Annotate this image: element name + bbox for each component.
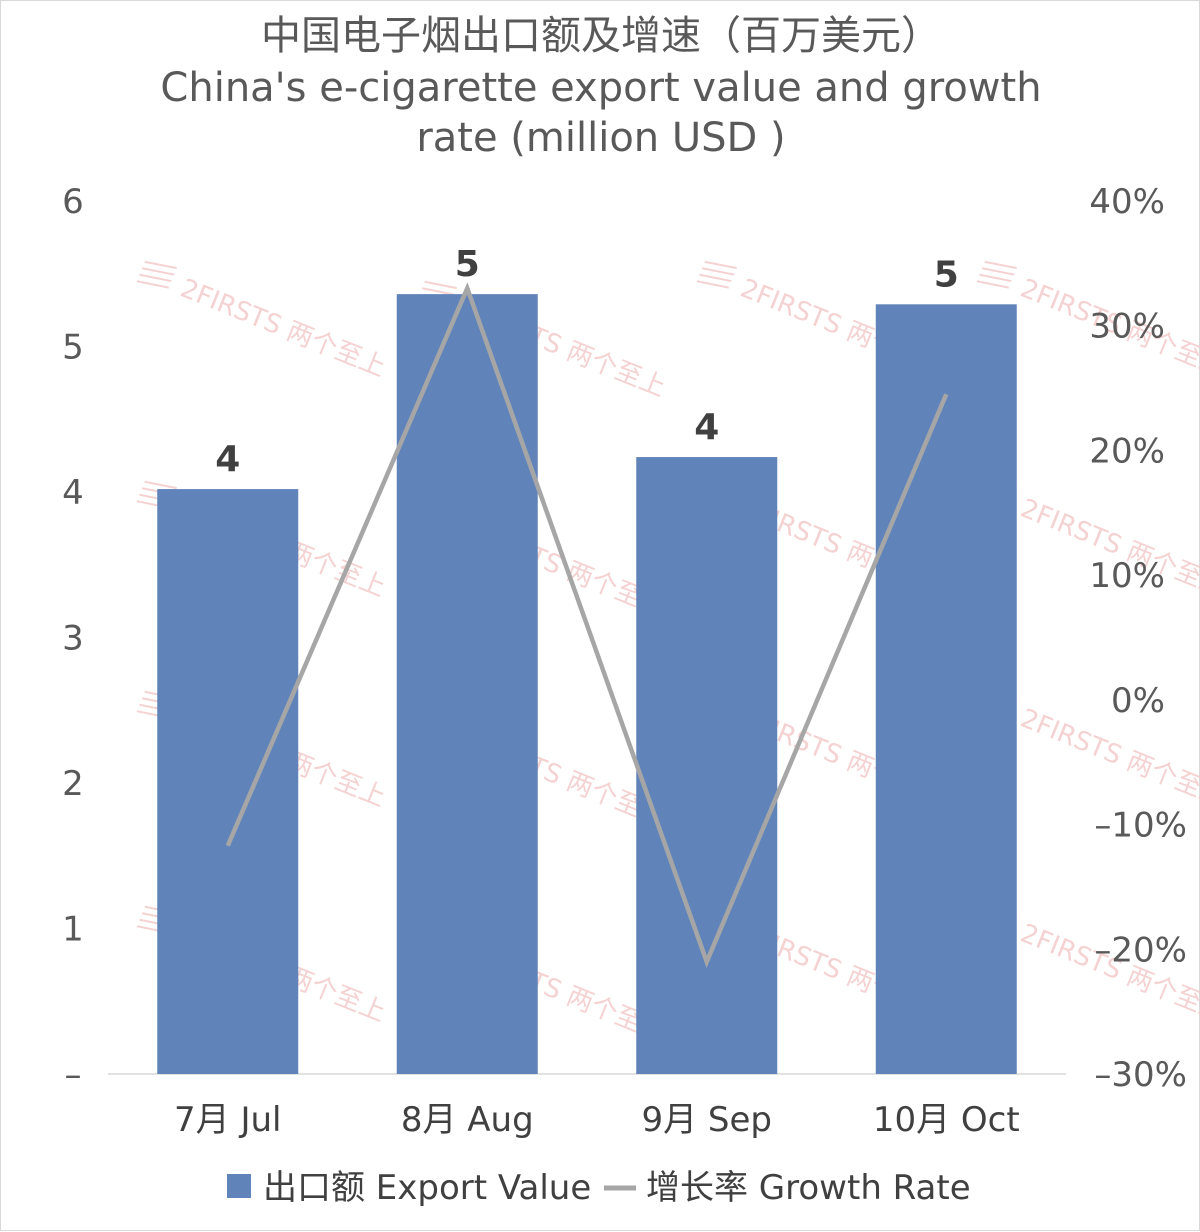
- watermark-mark: [421, 287, 455, 296]
- bar-data-label: 5: [934, 254, 959, 295]
- watermark-text: 2FIRSTS 两个至上: [176, 274, 390, 384]
- bar: [875, 304, 1017, 1074]
- left-axis-tick-label: 2: [62, 764, 84, 804]
- watermark-mark: [704, 260, 737, 270]
- watermark-mark: [139, 273, 172, 283]
- left-axis-tick-label: 4: [62, 473, 84, 513]
- right-axis-tick-label: 10%: [1089, 556, 1165, 596]
- bar-data-label: 4: [215, 439, 240, 480]
- data-labels: 4 5 4 5: [215, 244, 959, 480]
- watermark-mark: [976, 280, 1009, 289]
- category-tick-label: 7月 Jul: [174, 1100, 281, 1140]
- right-axis-tick-label: 40%: [1089, 182, 1165, 222]
- watermark-mark: [979, 273, 1012, 283]
- watermark-mark: [701, 267, 735, 276]
- watermark-mark: [144, 260, 177, 270]
- legend-label-growth-rate: 增长率 Growth Rate: [646, 1168, 971, 1208]
- watermark-mark: [424, 280, 457, 290]
- left-axis: – 1 2 3 4 5 6: [62, 182, 84, 1095]
- right-axis-tick-label: 30%: [1089, 307, 1165, 347]
- chart-title: 中国电子烟出口额及增速（百万美元） China's e-cigarette ex…: [160, 13, 1041, 161]
- watermark-text: 2FIRSTS 两个至上: [1016, 704, 1200, 814]
- right-axis-tick-label: –30%: [1094, 1055, 1187, 1095]
- left-axis-tick-label: –: [65, 1055, 82, 1095]
- chart-title-line: 中国电子烟出口额及增速（百万美元）: [261, 13, 941, 59]
- watermark: 2FIRSTS 两个至上: [136, 260, 390, 384]
- chart-title-line: China's e-cigarette export value and gro…: [160, 65, 1041, 111]
- watermark-mark: [144, 480, 177, 490]
- left-axis-tick-label: 3: [62, 619, 84, 659]
- line-series: [225, 282, 949, 968]
- right-axis-tick-label: 20%: [1089, 431, 1165, 471]
- growth-rate-line: [225, 282, 949, 968]
- legend-label-export-value: 出口额 Export Value: [263, 1168, 591, 1208]
- bar: [396, 294, 538, 1074]
- legend-swatch-export-value: [227, 1174, 251, 1198]
- category-tick-label: 9月 Sep: [641, 1100, 772, 1140]
- right-axis-tick-label: 0%: [1111, 681, 1165, 721]
- category-tick-label: 10月 Oct: [873, 1100, 1020, 1140]
- right-axis-tick-label: –10%: [1094, 806, 1187, 846]
- chart-title-line: rate (million USD ): [416, 115, 785, 161]
- category-axis: 7月 Jul 8月 Aug 9月 Sep 10月 Oct: [174, 1100, 1020, 1140]
- legend: 出口额 Export Value 增长率 Growth Rate: [227, 1168, 971, 1208]
- bar: [636, 457, 778, 1075]
- left-axis-tick-label: 1: [62, 910, 84, 950]
- left-axis-tick-label: 5: [62, 328, 84, 368]
- watermark-mark: [981, 267, 1015, 276]
- watermark-mark: [696, 280, 729, 289]
- bar-data-label: 4: [694, 407, 719, 448]
- watermark-mark: [984, 260, 1017, 270]
- watermark-mark: [699, 273, 732, 283]
- watermark-mark: [136, 280, 169, 289]
- bar-data-label: 5: [455, 244, 480, 285]
- bar: [157, 489, 299, 1075]
- right-axis-tick-label: –20%: [1094, 930, 1187, 970]
- right-axis: –30% –20% –10% 0% 10% 20% 30% 40%: [1089, 182, 1187, 1095]
- left-axis-tick-label: 6: [62, 182, 84, 222]
- watermark-mark: [141, 267, 175, 276]
- category-tick-label: 8月 Aug: [401, 1100, 534, 1140]
- bar-series: [157, 294, 1017, 1075]
